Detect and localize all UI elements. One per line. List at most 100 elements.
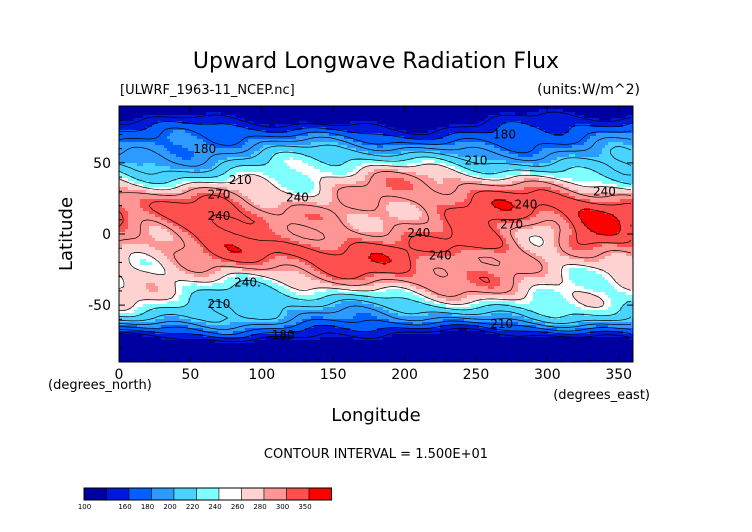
field-cell bbox=[329, 154, 333, 158]
field-cell bbox=[209, 106, 213, 110]
field-cell bbox=[341, 127, 345, 131]
field-cell bbox=[395, 190, 399, 194]
field-cell bbox=[302, 160, 306, 164]
field-cell bbox=[614, 106, 618, 110]
field-cell bbox=[161, 139, 165, 143]
field-cell bbox=[467, 124, 471, 128]
field-cell bbox=[572, 130, 576, 134]
field-cell bbox=[170, 157, 174, 161]
field-cell bbox=[599, 151, 603, 155]
field-cell bbox=[509, 136, 513, 140]
field-cell bbox=[374, 160, 378, 164]
field-cell bbox=[428, 154, 432, 158]
field-cell bbox=[233, 154, 237, 158]
field-cell bbox=[491, 151, 495, 155]
field-cell bbox=[626, 148, 630, 152]
field-cell bbox=[353, 133, 357, 137]
field-cell bbox=[500, 130, 504, 134]
field-cell bbox=[212, 184, 216, 188]
field-cell bbox=[521, 106, 525, 110]
field-cell bbox=[614, 115, 618, 119]
field-cell bbox=[434, 175, 438, 179]
field-cell bbox=[524, 157, 528, 161]
field-cell bbox=[299, 121, 303, 125]
field-cell bbox=[263, 172, 267, 176]
field-cell bbox=[359, 142, 363, 146]
field-cell bbox=[155, 148, 159, 152]
field-cell bbox=[581, 181, 585, 185]
field-cell bbox=[326, 148, 330, 152]
field-cell bbox=[467, 181, 471, 185]
field-cell bbox=[599, 109, 603, 113]
field-cell bbox=[203, 172, 207, 176]
field-cell bbox=[479, 154, 483, 158]
field-cell bbox=[410, 136, 414, 140]
field-cell bbox=[563, 136, 567, 140]
field-cell bbox=[341, 190, 345, 194]
field-cell bbox=[170, 181, 174, 185]
field-cell bbox=[536, 139, 540, 143]
field-cell bbox=[476, 136, 480, 140]
field-cell bbox=[194, 148, 198, 152]
field-cell bbox=[407, 142, 411, 146]
field-cell bbox=[608, 160, 612, 164]
field-cell bbox=[557, 118, 561, 122]
field-cell bbox=[254, 163, 258, 167]
field-cell bbox=[170, 118, 174, 122]
field-cell bbox=[434, 157, 438, 161]
field-cell bbox=[122, 130, 126, 134]
field-cell bbox=[359, 163, 363, 167]
field-cell bbox=[392, 169, 396, 173]
field-cell bbox=[428, 181, 432, 185]
field-cell bbox=[548, 175, 552, 179]
field-cell bbox=[623, 154, 627, 158]
field-cell bbox=[461, 130, 465, 134]
field-cell bbox=[323, 175, 327, 179]
field-cell bbox=[515, 118, 519, 122]
field-cell bbox=[527, 106, 531, 110]
field-cell bbox=[332, 157, 336, 161]
field-cell bbox=[290, 112, 294, 116]
field-cell bbox=[266, 157, 270, 161]
field-cell bbox=[389, 166, 393, 170]
field-cell bbox=[275, 142, 279, 146]
field-cell bbox=[434, 133, 438, 137]
field-cell bbox=[608, 133, 612, 137]
field-cell bbox=[134, 139, 138, 143]
field-cell bbox=[491, 127, 495, 131]
field-cell bbox=[335, 118, 339, 122]
field-cell bbox=[467, 118, 471, 122]
field-cell bbox=[536, 127, 540, 131]
field-cell bbox=[470, 121, 474, 125]
field-cell bbox=[395, 169, 399, 173]
field-cell bbox=[617, 172, 621, 176]
field-cell bbox=[473, 142, 477, 146]
field-cell bbox=[215, 166, 219, 170]
field-cell bbox=[404, 157, 408, 161]
field-cell bbox=[515, 169, 519, 173]
field-cell bbox=[506, 136, 510, 140]
field-cell bbox=[488, 109, 492, 113]
field-cell bbox=[152, 130, 156, 134]
field-cell bbox=[236, 181, 240, 185]
field-cell bbox=[248, 175, 252, 179]
field-cell bbox=[236, 112, 240, 116]
field-cell bbox=[143, 187, 147, 191]
field-cell bbox=[182, 187, 186, 191]
field-cell bbox=[272, 166, 276, 170]
field-cell bbox=[485, 184, 489, 188]
field-cell bbox=[350, 124, 354, 128]
field-cell bbox=[251, 127, 255, 131]
field-cell bbox=[557, 148, 561, 152]
field-cell bbox=[563, 127, 567, 131]
field-cell bbox=[428, 178, 432, 182]
field-cell bbox=[362, 115, 366, 119]
field-cell bbox=[473, 124, 477, 128]
field-cell bbox=[290, 190, 294, 194]
field-cell bbox=[593, 139, 597, 143]
field-cell bbox=[176, 169, 180, 173]
field-cell bbox=[299, 118, 303, 122]
field-cell bbox=[332, 112, 336, 116]
field-cell bbox=[182, 184, 186, 188]
field-cell bbox=[218, 121, 222, 125]
